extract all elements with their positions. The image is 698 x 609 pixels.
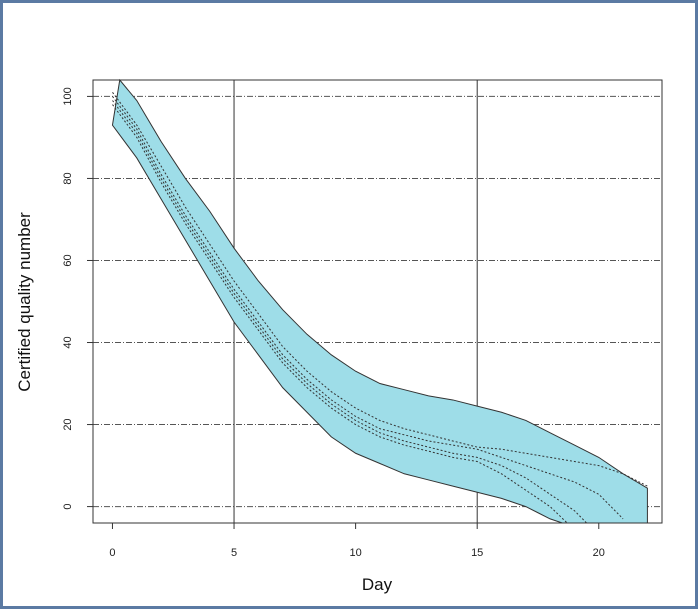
y-axis: 0 20 40 60 80 100 [62, 87, 93, 510]
y-tick-label-60: 60 [62, 254, 74, 266]
y-tick-label-20: 20 [62, 418, 74, 430]
x-tick-label-5: 5 [231, 547, 237, 559]
y-tick-label-40: 40 [62, 336, 74, 348]
x-axis-title: Day [362, 575, 393, 594]
y-tick-label-0: 0 [62, 504, 74, 510]
series-line-estimate-2 [112, 96, 624, 520]
y-tick-label-80: 80 [62, 172, 74, 184]
y-axis-title: Certified quality number [15, 212, 34, 392]
series-line-estimate-4 [112, 104, 568, 524]
x-tick-label-20: 20 [593, 547, 605, 559]
x-tick-label-10: 10 [349, 547, 361, 559]
series-line-estimate-3 [112, 100, 587, 524]
x-tick-label-0: 0 [109, 547, 115, 559]
plot-frame [92, 79, 663, 524]
confidence-band [111, 78, 648, 524]
band-area [111, 78, 648, 524]
x-tick-label-15: 15 [471, 547, 483, 559]
x-axis: 0 5 10 15 20 [109, 523, 605, 559]
estimate-lines [112, 92, 648, 524]
y-tick-label-100: 100 [62, 87, 74, 105]
series-line-estimate-1 [112, 92, 648, 487]
